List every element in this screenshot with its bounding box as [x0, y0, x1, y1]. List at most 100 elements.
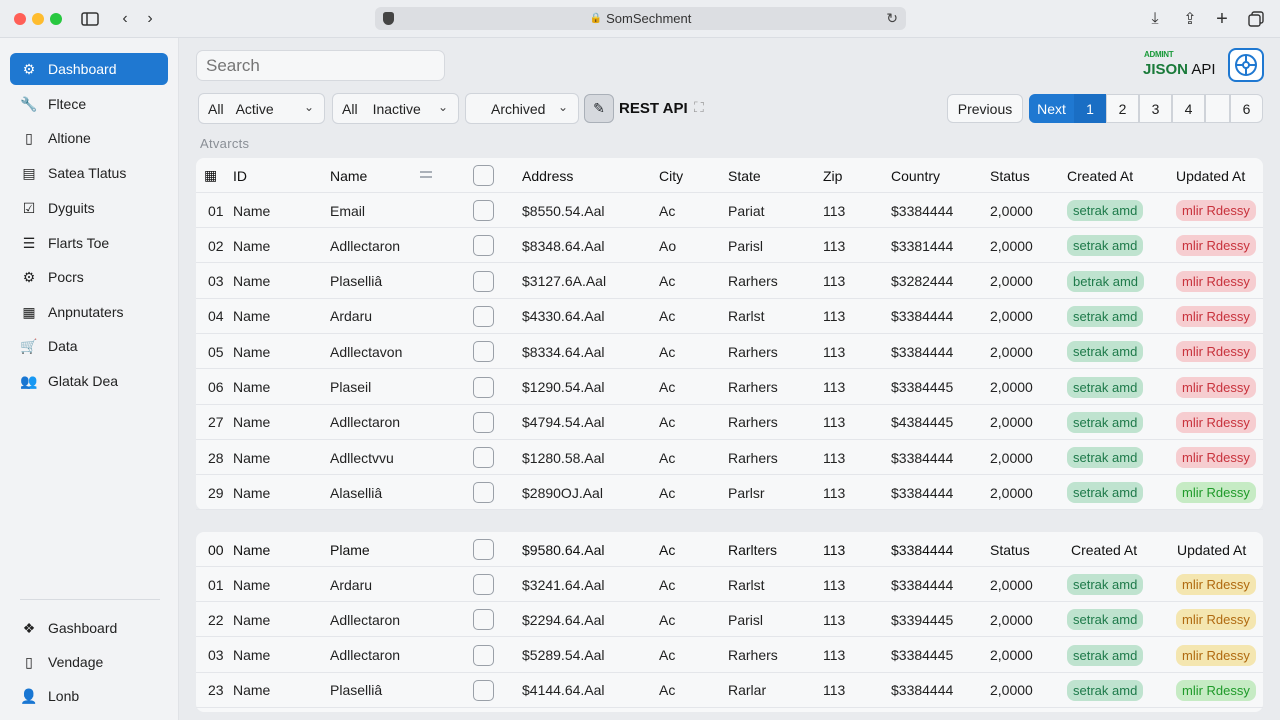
- address-bar[interactable]: 🔒 SomSechment ↻: [375, 7, 906, 30]
- rest-api-tag-icon[interactable]: ✎: [584, 94, 614, 123]
- sidebar-item-vendage[interactable]: ▯ Vendage: [10, 646, 168, 678]
- sidebar-item-flarts[interactable]: ☰ Flarts Toe: [10, 227, 168, 259]
- header-updated-at[interactable]: Updated At: [1177, 541, 1247, 558]
- back-icon[interactable]: ‹: [122, 10, 128, 27]
- sidebar-item-lonb[interactable]: 👤 Lonb: [10, 680, 168, 712]
- table-row[interactable]: 06 Name Plaseil $1290.54.Aal Ac Rarhers 113 $33…: [196, 370, 1263, 405]
- sidebar-item-pocrs[interactable]: ⚙ Pocrs: [10, 261, 168, 293]
- filter-archived-select[interactable]: Archived ⌄: [465, 93, 579, 124]
- table-row[interactable]: 05 Name Adllectavon $8334.64.Aal Ac Rarhers 11…: [196, 334, 1263, 370]
- header-status[interactable]: Status: [990, 167, 1030, 184]
- row-checkbox[interactable]: [473, 475, 494, 510]
- forward-icon[interactable]: ›: [147, 10, 153, 27]
- cell-zip: 113: [823, 647, 846, 664]
- table-row[interactable]: 01 Name Email $8550.54.Aal Ac Pariat 113 $33844…: [196, 193, 1263, 228]
- row-checkbox[interactable]: [473, 228, 494, 263]
- wrench-icon: 🔧: [20, 95, 38, 112]
- header-country[interactable]: Country: [891, 167, 941, 184]
- previous-page-button[interactable]: Previous: [947, 94, 1023, 123]
- table-row[interactable]: 03 Name Adllectaron $5289.54.Aal Ac Rarhers 11…: [196, 638, 1263, 673]
- cell-state: Rarhers: [728, 647, 778, 664]
- cell-zip: 113: [823, 343, 846, 360]
- sidebar-item-label: Satea Tlatus: [48, 165, 127, 181]
- row-checkbox[interactable]: [473, 370, 494, 405]
- sidebar-item-fltece[interactable]: 🔧 Fltece: [10, 88, 168, 120]
- header-state[interactable]: State: [728, 167, 761, 184]
- row-checkbox[interactable]: [473, 440, 494, 475]
- row-checkbox[interactable]: [473, 193, 494, 228]
- header-id[interactable]: ID: [233, 167, 247, 184]
- table-row[interactable]: 28 Name Adllectvvu $1280.58.Aal Ac Rarhers 113…: [196, 440, 1263, 476]
- page-button-1[interactable]: 1: [1074, 94, 1106, 123]
- download-icon[interactable]: ⤓: [1151, 10, 1159, 27]
- created-badge-text: setrak amd: [1067, 235, 1144, 257]
- header-zip[interactable]: Zip: [823, 167, 843, 184]
- sidebar-item-altione[interactable]: ▯ Altione: [10, 122, 168, 154]
- cell-state: Parisl: [728, 611, 764, 628]
- table-row[interactable]: 23 Name Plaselliâ $4144.64.Aal Ac Rarlar 113 $3…: [196, 673, 1263, 708]
- row-checkbox[interactable]: [473, 405, 494, 440]
- header-updated-at[interactable]: Updated At: [1176, 167, 1246, 184]
- new-tab-icon[interactable]: +: [1216, 7, 1228, 30]
- page-button-4[interactable]: 4: [1172, 94, 1205, 123]
- table-row[interactable]: 27 Name Adllectaron $4794.54.Aal Ac Rarhers 11…: [196, 405, 1263, 440]
- header-name[interactable]: Name: [330, 167, 368, 184]
- zoom-window-button[interactable]: [50, 13, 62, 25]
- cell-city: Ac: [659, 414, 676, 431]
- expand-icon[interactable]: ⛶: [694, 99, 704, 115]
- row-checkbox[interactable]: [473, 299, 494, 334]
- header-status[interactable]: Status: [990, 541, 1030, 558]
- cart-icon: 🛒: [20, 337, 38, 354]
- sort-icon[interactable]: [420, 168, 432, 182]
- table-row[interactable]: 29 Name Alaselliâ $2890OJ.Aal Ac Parlsr 113 $33…: [196, 475, 1263, 511]
- reload-icon[interactable]: ↻: [886, 10, 898, 26]
- filter-label: Inactive: [372, 100, 421, 117]
- sidebar-toggle-icon[interactable]: [79, 8, 101, 30]
- table-row[interactable]: 22 Name Adllectaron $2294.64.Aal Ac Parisl 113…: [196, 602, 1263, 638]
- sidebar-item-status[interactable]: ▤ Satea Tlatus: [10, 157, 168, 189]
- page-button-ellipsis[interactable]: [1205, 94, 1230, 123]
- page-button-3[interactable]: 3: [1139, 94, 1172, 123]
- cell-name: Plaseil: [330, 379, 372, 395]
- next-page-button[interactable]: Next: [1029, 94, 1074, 123]
- header-created-at[interactable]: Created At: [1071, 541, 1138, 558]
- grid-icon[interactable]: ▦: [204, 167, 218, 183]
- table-row[interactable]: 01 Name Ardaru $3241.64.Aal Ac Rarlst 113 $3384…: [196, 567, 1263, 602]
- cell-status: 2,0000: [990, 202, 1033, 219]
- app-logo-icon[interactable]: [1228, 48, 1264, 82]
- header-address[interactable]: Address: [522, 167, 574, 184]
- row-checkbox[interactable]: [473, 602, 494, 637]
- updated-badge-text: mlir Rdessy: [1176, 376, 1256, 398]
- row-checkbox[interactable]: [473, 264, 494, 299]
- table-row[interactable]: 03 Name Plaselliâ $3127.6A.Aal Ac Rarhers 113 $…: [196, 264, 1263, 299]
- row-checkbox[interactable]: [473, 638, 494, 673]
- sidebar-item-dyguits[interactable]: ☑ Dyguits: [10, 192, 168, 224]
- row-checkbox[interactable]: [473, 334, 494, 369]
- sidebar-item-data[interactable]: 🛒 Data: [10, 330, 168, 362]
- row-checkbox[interactable]: [473, 567, 494, 602]
- close-window-button[interactable]: [14, 13, 26, 25]
- select-all-checkbox[interactable]: [473, 158, 494, 193]
- share-icon[interactable]: ⇪: [1183, 11, 1197, 28]
- filter-inactive-select[interactable]: All Inactive ⌄: [332, 93, 459, 124]
- sidebar-item-anpnutaters[interactable]: ▦ Anpnutaters: [10, 296, 168, 328]
- sidebar-item-glatak[interactable]: 👥 Glatak Dea: [10, 365, 168, 397]
- created-badge-text: setrak amd: [1067, 644, 1144, 666]
- sidebar-item-gashboard[interactable]: ❖ Gashboard: [10, 612, 168, 644]
- search-input[interactable]: [196, 50, 445, 81]
- sidebar-item-dashboard[interactable]: ⚙ Dashboard: [10, 53, 168, 85]
- tabs-overview-icon[interactable]: [1245, 8, 1267, 30]
- page-button-6[interactable]: 6: [1230, 94, 1263, 123]
- minimize-window-button[interactable]: [32, 13, 44, 25]
- cell-zip: 113: [823, 202, 846, 219]
- table-row[interactable]: 02 Name Adllectaron $8348.64.Aal Ao Parisl 113…: [196, 228, 1263, 264]
- row-checkbox[interactable]: [473, 673, 494, 708]
- table-row[interactable]: 04 Name Ardaru $4330.64.Aal Ac Rarlst 113 $3384…: [196, 299, 1263, 334]
- row-checkbox[interactable]: [473, 532, 494, 567]
- page-button-2[interactable]: 2: [1106, 94, 1139, 123]
- cell-country: $3381444: [891, 237, 954, 254]
- header-created-at[interactable]: Created At: [1067, 167, 1134, 184]
- cell-address: $8334.64.Aal: [522, 343, 605, 360]
- header-city[interactable]: City: [659, 167, 684, 184]
- filter-active-select[interactable]: All Active ⌄: [198, 93, 325, 124]
